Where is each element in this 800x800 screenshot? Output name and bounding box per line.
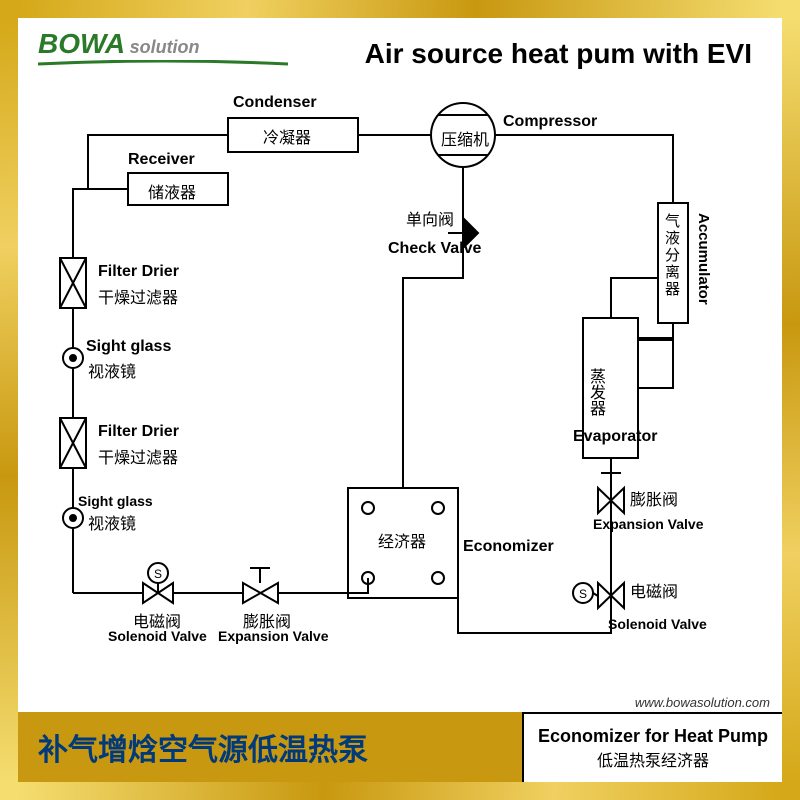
filter1-label-cn: 干燥过滤器: [98, 284, 178, 308]
checkvalve-label-en: Check Valve: [388, 240, 481, 258]
checkvalve-label-cn: 单向阀: [406, 206, 454, 230]
solenoid1-label-en: Solenoid Valve: [108, 628, 207, 644]
filter1-label-en: Filter Drier: [98, 263, 179, 281]
accumulator-label-cn: 气液分离器: [661, 213, 682, 298]
gold-frame: BOWA solution Air source heat pum with E…: [0, 0, 800, 800]
sight1-label-cn: 视液镜: [88, 358, 136, 382]
svg-text:S: S: [579, 587, 587, 601]
filter2-label-cn: 干燥过滤器: [98, 444, 178, 468]
receiver-label-en: Receiver: [128, 151, 195, 169]
evaporator-label-en: Evaporator: [573, 428, 657, 446]
expansion1-label-en: Expansion Valve: [218, 628, 329, 644]
accumulator-label-en: Accumulator: [695, 213, 712, 305]
expansion2-label-en: Expansion Valve: [593, 516, 704, 532]
receiver-label-cn: 储液器: [148, 179, 196, 203]
footer-sub-text: 低温热泵经济器: [597, 747, 709, 771]
diagram-canvas: BOWA solution Air source heat pum with E…: [18, 18, 782, 782]
footer-en-text: Economizer for Heat Pump: [538, 726, 768, 747]
solenoid2-label-en: Solenoid Valve: [608, 616, 707, 632]
compressor-label-cn: 压缩机: [441, 126, 489, 150]
expansion2-label-cn: 膨胀阀: [630, 486, 678, 510]
sight1-label-en: Sight glass: [86, 338, 171, 356]
sight2-label-cn: 视液镜: [88, 510, 136, 534]
economizer-label-cn: 经济器: [378, 528, 426, 552]
footer-cn-text: 补气增焓空气源低温热泵: [38, 725, 368, 769]
sight2-label-en: Sight glass: [78, 493, 153, 509]
filter2-label-en: Filter Drier: [98, 423, 179, 441]
compressor-label-en: Compressor: [503, 113, 597, 131]
economizer-label-en: Economizer: [463, 538, 554, 556]
condenser-label-cn: 冷凝器: [263, 124, 311, 148]
website-text: www.bowasolution.com: [635, 695, 770, 710]
footer-right-box: Economizer for Heat Pump 低温热泵经济器: [522, 712, 782, 782]
solenoid2-label-cn: 电磁阀: [630, 578, 678, 602]
footer-gold-bar: 补气增焓空气源低温热泵: [18, 712, 523, 782]
condenser-label-en: Condenser: [233, 94, 317, 112]
evaporator-label-cn: 蒸发器: [583, 368, 607, 416]
svg-text:S: S: [154, 567, 162, 581]
